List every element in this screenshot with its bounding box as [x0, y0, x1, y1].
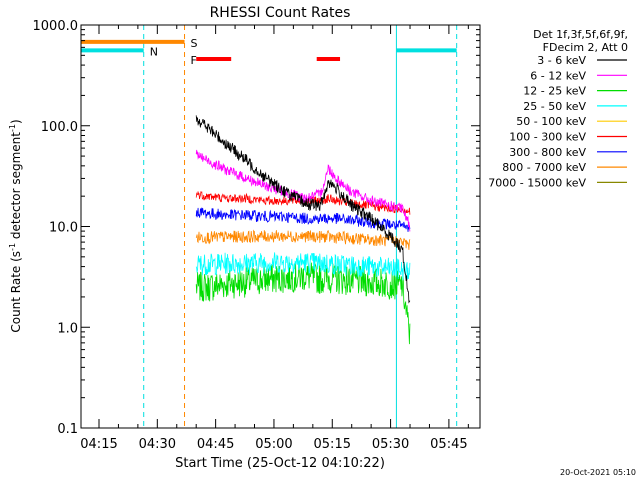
- legend-label: 7000 - 15000 keV: [488, 176, 586, 189]
- y-tick-label: 0.1: [57, 422, 78, 437]
- y-tick-label: 1000.0: [33, 19, 79, 34]
- legend-header-line-2: FDecim 2, Att 0: [543, 41, 628, 54]
- footer-timestamp: 20-Oct-2021 05:10: [560, 468, 636, 477]
- plot-frame: [80, 24, 481, 429]
- legend-header-line-1: Det 1f,3f,5f,6f,9f,: [533, 28, 628, 41]
- flag-label-F: F: [191, 54, 197, 67]
- plot-area: N SF: [81, 25, 458, 428]
- y-tick-label: 10.0: [49, 221, 78, 236]
- x-axis-label: Start Time (25-Oct-12 04:10:22): [175, 456, 385, 471]
- series-trace-25-50keV: [195, 252, 411, 281]
- legend-label: 12 - 25 keV: [523, 85, 586, 98]
- y-axis: 0.1 1.0 10.0 100.0 1000.0: [33, 19, 480, 437]
- series-trace-300-800keV: [195, 207, 411, 232]
- legend-label: 50 - 100 keV: [516, 115, 586, 128]
- flag-label-S: S: [191, 37, 198, 50]
- legend-label: 25 - 50 keV: [523, 100, 586, 113]
- x-tick-label: 05:45: [430, 437, 467, 452]
- series-trace-12-25keV: [195, 262, 411, 345]
- chart-title: RHESSI Count Rates: [210, 5, 351, 21]
- legend-label: 800 - 7000 keV: [502, 161, 586, 174]
- y-axis-label: Count Rate (s-1 detector segment-1): [8, 119, 23, 332]
- x-tick-label: 04:15: [80, 437, 117, 452]
- y-tick-label: 1.0: [57, 321, 78, 336]
- x-axis: 04:15 04:30 04:45 05:00 05:15 05:30 05:45: [80, 25, 469, 452]
- x-tick-label: 05:15: [314, 437, 351, 452]
- series-trace-3-6keV: [195, 115, 411, 304]
- series-trace-6-12keV: [195, 149, 411, 232]
- series-trace-800-7000keV: [195, 229, 411, 250]
- x-tick-label: 05:30: [372, 437, 409, 452]
- legend-label: 3 - 6 keV: [537, 54, 586, 67]
- legend-label: 300 - 800 keV: [509, 146, 586, 159]
- y-tick-label: 100.0: [41, 120, 78, 135]
- x-tick-label: 05:00: [255, 437, 292, 452]
- legend-label: 6 - 12 keV: [530, 69, 586, 82]
- x-tick-label: 04:45: [197, 437, 234, 452]
- flag-label-N: N: [150, 45, 158, 58]
- legend: Det 1f,3f,5f,6f,9f, FDecim 2, Att 0 3 - …: [488, 28, 628, 189]
- x-tick-label: 04:30: [139, 437, 176, 452]
- legend-label: 100 - 300 keV: [509, 131, 586, 144]
